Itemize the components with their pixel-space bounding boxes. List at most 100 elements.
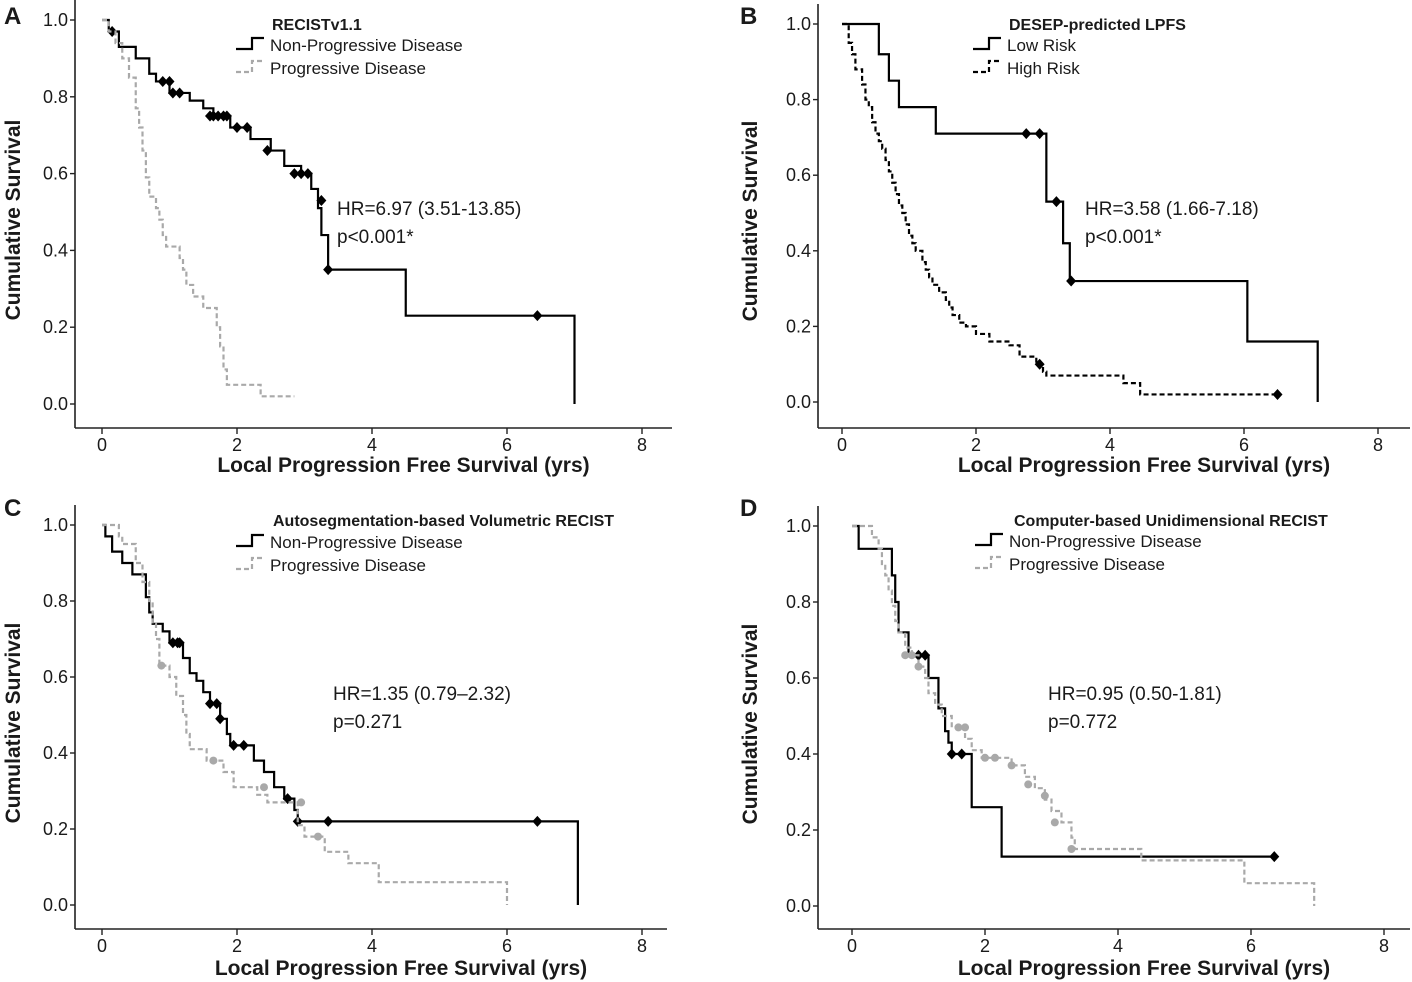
- censor-mark: [323, 264, 334, 276]
- legend-swatch: [975, 532, 1003, 547]
- x-tick-label: 2: [232, 936, 242, 956]
- censor-mark: [961, 723, 970, 732]
- y-tick-label: 0.8: [786, 592, 811, 612]
- censor-mark: [901, 651, 910, 660]
- legend-swatch: [973, 36, 1001, 51]
- censor-mark: [228, 739, 239, 751]
- y-tick-label: 0.6: [786, 165, 811, 185]
- x-axis-title: Local Progression Free Survival (yrs): [217, 454, 589, 477]
- y-tick-label: 0.2: [43, 317, 68, 337]
- censor-mark: [157, 75, 168, 87]
- y-tick-label: 1.0: [43, 10, 68, 30]
- y-tick-label: 0.0: [786, 896, 811, 916]
- censor-mark: [157, 661, 166, 670]
- censor-mark: [920, 649, 931, 661]
- censor-mark: [1024, 780, 1033, 789]
- x-axis-title: Local Progression Free Survival (yrs): [958, 454, 1330, 477]
- hazard-ratio-annotation: HR=0.95 (0.50-1.81): [1048, 684, 1222, 705]
- panel-letter: D: [740, 495, 757, 522]
- x-axis-title: Local Progression Free Survival (yrs): [958, 957, 1330, 980]
- censor-mark: [1051, 196, 1062, 208]
- censor-mark: [174, 87, 185, 99]
- censor-mark: [297, 798, 306, 807]
- censor-mark: [990, 753, 999, 762]
- x-tick-label: 8: [637, 435, 647, 455]
- censor-mark: [1034, 128, 1045, 140]
- censor-mark: [164, 75, 175, 87]
- legend-title: DESEP-predicted LPFS: [1009, 17, 1186, 34]
- legend-swatch: [236, 36, 264, 51]
- x-tick-label: 0: [847, 936, 857, 956]
- censor-mark: [316, 194, 327, 206]
- y-tick-label: 0.0: [43, 895, 68, 915]
- x-tick-label: 0: [837, 435, 847, 455]
- legend-label: Non-Progressive Disease: [270, 533, 463, 552]
- censor-mark: [1067, 845, 1076, 853]
- censor-mark: [211, 698, 222, 710]
- km-curve-group-2: [842, 22, 1278, 396]
- y-tick-label: 0.8: [43, 591, 68, 611]
- p-value-annotation: p=0.271: [333, 712, 402, 733]
- legend-swatch: [236, 556, 264, 571]
- censor-mark: [221, 110, 232, 122]
- censor-mark: [1066, 275, 1077, 287]
- x-tick-label: 2: [232, 435, 242, 455]
- legend-label: Non-Progressive Disease: [270, 36, 463, 55]
- y-tick-label: 0.4: [43, 743, 68, 763]
- km-curve-group-1: [852, 524, 1275, 858]
- y-tick-label: 1.0: [43, 515, 68, 535]
- y-tick-label: 0.6: [43, 164, 68, 184]
- x-tick-label: 6: [502, 435, 512, 455]
- x-tick-label: 6: [1239, 435, 1249, 455]
- censor-mark: [296, 168, 307, 180]
- censor-mark: [209, 756, 218, 765]
- x-tick-label: 0: [97, 936, 107, 956]
- km-curve-group-2: [102, 18, 295, 398]
- legend-swatch: [973, 59, 1001, 74]
- y-axis-title: Cumulative Survival: [739, 121, 762, 322]
- x-tick-label: 6: [1246, 936, 1256, 956]
- censor-mark: [205, 698, 215, 710]
- y-tick-label: 1.0: [786, 14, 811, 34]
- legend-swatch: [975, 555, 1003, 570]
- censor-mark: [232, 122, 242, 134]
- legend-label: Low Risk: [1007, 36, 1076, 55]
- km-curve-group-2: [852, 524, 1316, 906]
- censor-mark: [174, 637, 185, 649]
- censor-mark: [1040, 791, 1049, 800]
- censor-mark: [1272, 388, 1283, 400]
- km-panel-c: C 0 2 4 6 8 0.0 0.2 0.4 0.6 0.8 1.0 Local Progressio…: [2, 495, 667, 980]
- legend-label: Progressive Disease: [270, 59, 426, 78]
- censor-mark: [323, 815, 334, 827]
- censor-mark: [238, 739, 249, 751]
- y-tick-label: 0.4: [43, 240, 68, 260]
- y-tick-label: 0.4: [786, 241, 811, 261]
- legend-label: Non-Progressive Disease: [1009, 532, 1202, 551]
- censor-mark: [215, 713, 226, 725]
- censor-mark: [907, 651, 916, 660]
- censor-mark: [314, 832, 322, 841]
- y-axis-title: Cumulative Survival: [2, 623, 25, 824]
- panel-letter: A: [4, 3, 21, 30]
- legend-title: Autosegmentation-based Volumetric RECIST: [273, 513, 614, 530]
- y-axis-title: Cumulative Survival: [739, 624, 762, 825]
- censor-mark: [260, 783, 268, 792]
- x-tick-label: 2: [980, 936, 990, 956]
- censor-mark: [532, 815, 543, 827]
- censor-mark: [981, 753, 989, 762]
- y-tick-label: 0.0: [786, 392, 811, 412]
- y-tick-label: 1.0: [786, 516, 811, 536]
- hazard-ratio-annotation: HR=1.35 (0.79–2.32): [333, 684, 511, 705]
- x-tick-label: 2: [971, 435, 981, 455]
- x-tick-label: 8: [1373, 435, 1383, 455]
- y-tick-label: 0.6: [43, 667, 68, 687]
- km-panel-a: A 0 2 4 6 8 0.0 0.2 0.4 0.6 0.8 1.0 Local Progressio…: [2, 0, 672, 477]
- legend-swatch: [236, 59, 264, 74]
- censor-mark: [1050, 818, 1059, 827]
- x-tick-label: 4: [1105, 435, 1115, 455]
- p-value-annotation: p=0.772: [1048, 712, 1117, 733]
- censor-mark: [302, 168, 313, 180]
- x-tick-label: 6: [502, 936, 512, 956]
- x-axis-title: Local Progression Free Survival (yrs): [215, 957, 587, 980]
